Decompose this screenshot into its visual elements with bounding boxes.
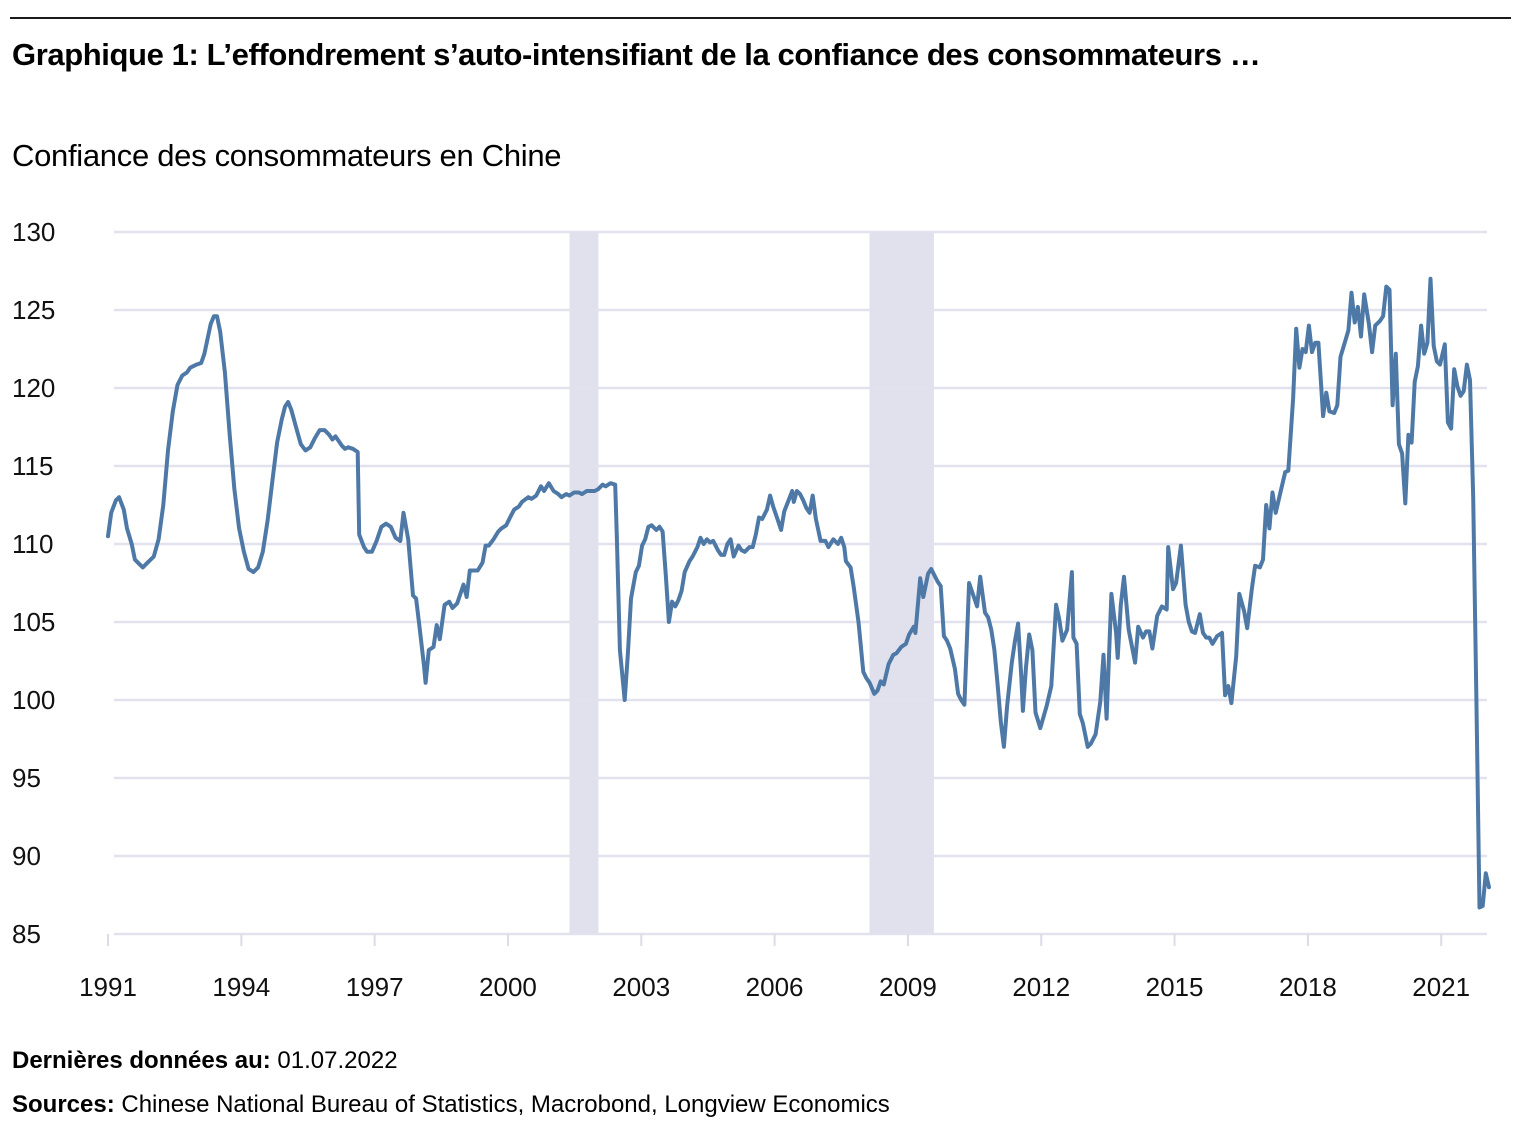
y-tick-label: 95 [12, 763, 41, 793]
x-tick-label: 1991 [79, 972, 137, 1002]
recession-band [869, 232, 934, 934]
y-tick-label: 110 [12, 529, 53, 559]
top-rule [10, 17, 1511, 19]
x-axis: 1991 1994 1997 2000 2003 2006 2009 2012 2015 2018… [79, 934, 1470, 1002]
last-data-label: Dernières données au: [12, 1047, 271, 1074]
y-tick-label: 100 [12, 685, 55, 715]
x-tick-label: 2000 [479, 972, 537, 1002]
sources-note: Sources: Chinese National Bureau of Stat… [12, 1090, 890, 1120]
last-data-value: 01.07.2022 [277, 1047, 398, 1074]
y-tick-label: 130 [12, 217, 55, 247]
y-tick-label: 105 [12, 607, 55, 637]
y-axis-tick-labels: 130 125 120 115 110 105 100 95 90 85 [12, 217, 55, 949]
last-data-note: Dernières données au: 01.07.2022 [12, 1046, 398, 1076]
x-tick-label: 2003 [612, 972, 670, 1002]
x-tick-label: 2018 [1279, 972, 1337, 1002]
gridlines [114, 230, 1487, 936]
y-tick-label: 90 [12, 841, 41, 871]
chart-subtitle: Confiance des consommateurs en Chine [12, 138, 562, 173]
x-tick-label: 2012 [1012, 972, 1070, 1002]
y-tick-label: 115 [12, 451, 53, 481]
series-layer [106, 276, 1491, 910]
shaded-periods [569, 232, 934, 934]
x-tick-label: 2009 [879, 972, 937, 1002]
y-tick-label: 120 [12, 373, 55, 403]
y-tick-label: 85 [12, 919, 41, 949]
x-tick-label: 2015 [1146, 972, 1204, 1002]
sources-value: Chinese National Bureau of Statistics, M… [121, 1091, 890, 1118]
y-tick-label: 125 [12, 295, 55, 325]
x-tick-label: 1994 [212, 972, 270, 1002]
x-tick-label: 2006 [746, 972, 804, 1002]
series-line-consumer-confidence [106, 276, 1491, 910]
chart-title: Graphique 1: L’effondrement s’auto-inten… [12, 37, 1261, 72]
x-tick-label: 1997 [346, 972, 404, 1002]
recession-band [569, 232, 599, 934]
sources-label: Sources: [12, 1091, 115, 1118]
x-tick-label: 2021 [1412, 972, 1470, 1002]
